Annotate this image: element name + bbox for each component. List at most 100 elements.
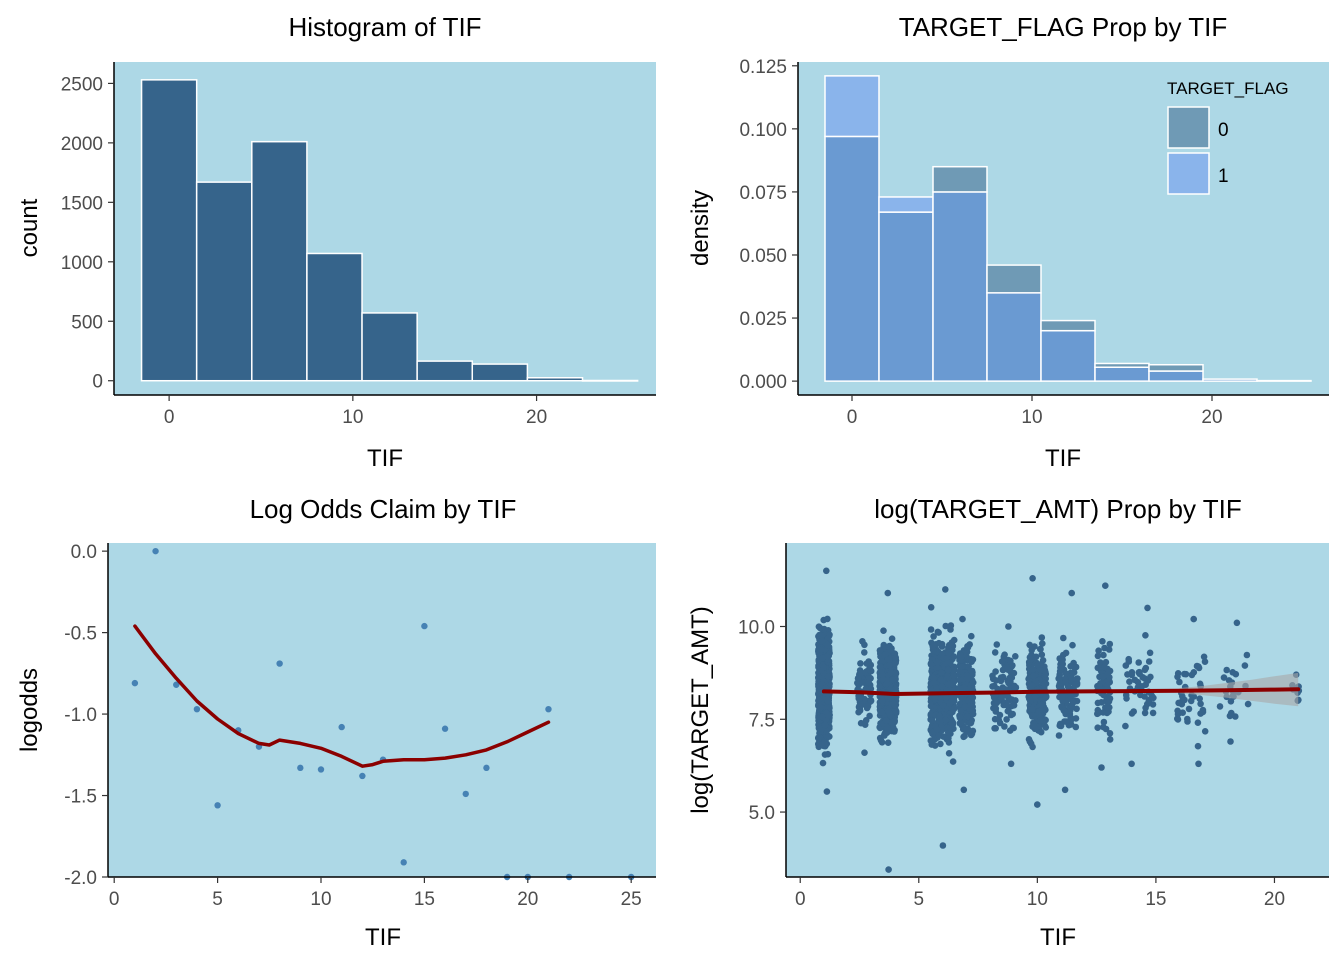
target-amt-point	[817, 704, 825, 711]
target-amt-point	[931, 694, 939, 702]
target-amt-point	[861, 649, 868, 656]
target-amt-point	[940, 702, 947, 709]
target-amt-point	[1196, 680, 1204, 688]
target-amt-point	[933, 659, 941, 667]
target-amt-point	[1197, 700, 1204, 708]
target-amt-point	[956, 714, 964, 721]
density-y-tick-label: 0.075	[739, 183, 787, 204]
target-amt-point	[1141, 693, 1148, 700]
target-amt-point	[1220, 674, 1228, 681]
target-amt-point	[1096, 683, 1103, 690]
density-y-tick-label: 0.125	[739, 57, 787, 78]
target-amt-point	[949, 680, 957, 688]
density-bar-overlap	[1094, 366, 1150, 382]
histogram-bar	[526, 377, 584, 382]
density-y-tick-label: 0.000	[739, 372, 787, 393]
target-amt-point	[938, 723, 946, 731]
target-amt-points	[815, 567, 1303, 873]
target-amt-point	[960, 684, 968, 692]
target-amt-plot-area	[786, 543, 1329, 877]
target-amt-point	[938, 683, 946, 690]
target-amt-point	[939, 842, 947, 849]
target-amt-point	[857, 669, 865, 677]
target-amt-point	[1004, 664, 1011, 672]
target-amt-point	[938, 669, 945, 677]
target-amt-point	[938, 640, 946, 648]
logodds-x-tick-label: 15	[414, 889, 435, 910]
target-amt-point	[891, 717, 898, 724]
target-amt-point	[1181, 696, 1188, 704]
target-amt-point	[991, 725, 998, 732]
target-amt-point	[1038, 701, 1045, 709]
target-amt-point	[1038, 634, 1046, 641]
target-amt-point	[1103, 703, 1111, 711]
target-amt-panel: log(TARGET_AMT) Prop by TIF 0 5 10 15 20 5.0 7…	[687, 494, 1329, 951]
histogram-y-tick-label: 1500	[61, 193, 103, 214]
target-amt-point	[1003, 716, 1010, 723]
target-amt-point	[1095, 709, 1102, 717]
target-amt-point	[1200, 653, 1208, 661]
target-amt-point	[960, 733, 967, 741]
target-amt-point	[884, 739, 892, 746]
target-amt-point	[927, 604, 935, 611]
target-amt-point	[1101, 663, 1108, 671]
target-amt-point	[890, 700, 898, 707]
density-y-tick-label: 0.050	[739, 246, 787, 267]
target-amt-point	[1136, 668, 1143, 676]
target-amt-point	[1182, 670, 1190, 678]
target-amt-point	[950, 672, 958, 679]
target-amt-point	[1029, 666, 1037, 673]
target-amt-point	[887, 669, 895, 676]
target-amt-point	[1068, 589, 1075, 597]
target-amt-point	[866, 712, 873, 720]
target-amt-point	[992, 668, 999, 675]
legend-key-1	[1167, 152, 1210, 195]
target-amt-point	[948, 719, 956, 727]
target-amt-point	[1056, 720, 1064, 728]
target-amt-point	[1061, 708, 1069, 715]
target-amt-point	[948, 697, 956, 705]
target-amt-point	[1057, 664, 1064, 671]
logodds-smooth-line	[133, 624, 551, 768]
target-amt-point	[1061, 786, 1069, 794]
target-amt-point	[884, 707, 892, 715]
histogram-y-tick-label: 1000	[61, 253, 103, 274]
target-amt-point	[956, 651, 964, 658]
target-amt-point	[1102, 582, 1109, 589]
target-amt-point	[1190, 669, 1198, 676]
target-amt-point	[1122, 722, 1129, 730]
logodds-x-label: TIF	[365, 924, 401, 951]
target-amt-point	[964, 713, 971, 720]
target-amt-point	[1010, 702, 1018, 709]
target-amt-point	[945, 734, 952, 742]
target-amt-point	[1094, 724, 1101, 731]
target-amt-point	[1027, 696, 1034, 704]
target-amt-point	[883, 724, 891, 732]
target-amt-point	[1184, 718, 1191, 725]
target-amt-point	[959, 725, 967, 733]
logodds-point	[152, 547, 159, 555]
target-amt-point	[942, 586, 949, 593]
histogram-title: Histogram of TIF	[288, 12, 481, 42]
histogram-y-tick-label: 0	[92, 372, 103, 393]
density-title: TARGET_FLAG Prop by TIF	[899, 12, 1227, 42]
logodds-y-label: logodds	[16, 668, 43, 752]
target-amt-point	[1030, 723, 1037, 730]
target-amt-point	[944, 666, 952, 674]
target-amt-point	[964, 725, 972, 733]
target-amt-point	[1065, 721, 1073, 729]
logodds-point	[214, 802, 221, 809]
logodds-x-tick-label: 10	[310, 889, 331, 910]
target-amt-point	[1042, 668, 1049, 676]
target-amt-point	[1034, 801, 1041, 808]
target-amt-point	[940, 733, 947, 740]
target-amt-point	[945, 649, 952, 657]
target-amt-point	[1039, 640, 1046, 647]
histogram-y-label: count	[16, 198, 43, 257]
target-amt-point	[961, 703, 969, 710]
logodds-point	[483, 764, 490, 772]
target-amt-point	[1029, 575, 1036, 582]
target-amt-point	[969, 656, 977, 663]
density-bar-flag-0	[1094, 362, 1150, 369]
density-panel: TARGET_FLAG Prop by TIF 0 10 200.0000.0250…	[687, 12, 1329, 472]
